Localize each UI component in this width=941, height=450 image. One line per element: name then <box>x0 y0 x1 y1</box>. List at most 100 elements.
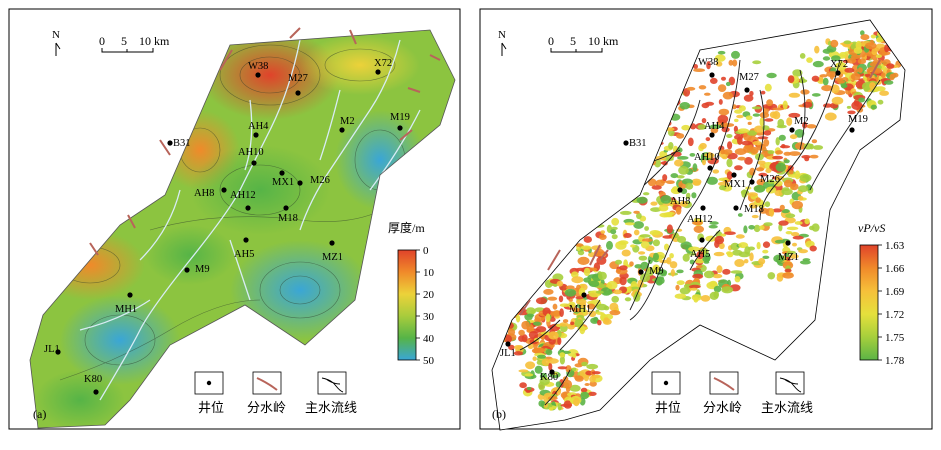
colorbar-ramp <box>397 249 417 361</box>
colorbar-ramp <box>859 244 879 361</box>
well-marker <box>785 240 791 246</box>
north-label: N <box>498 29 506 41</box>
well-label: JL1 <box>44 344 60 355</box>
scale-tick: 5 <box>570 34 576 48</box>
colorbar-tick-label: 1.72 <box>885 309 904 321</box>
well-marker <box>707 165 713 171</box>
well-label: AH5 <box>234 249 254 260</box>
well-label: MZ1 <box>778 252 799 263</box>
boundary-a <box>29 29 456 429</box>
well-label: M19 <box>390 112 410 123</box>
well-marker <box>245 205 251 211</box>
well-label: AH10 <box>238 147 264 158</box>
thickness-patch <box>190 145 330 235</box>
stream-icon <box>779 377 802 393</box>
key-a: 井位 分水岭 主水流线 <box>194 371 357 415</box>
well-label: M2 <box>340 116 355 127</box>
key-stream-label: 主水流线 <box>305 400 357 415</box>
well-label: K80 <box>84 374 102 385</box>
well-marker <box>709 132 715 138</box>
well-label: X72 <box>374 58 392 69</box>
colorbar-tick-label: 20 <box>423 289 435 301</box>
north-label: N <box>52 29 60 41</box>
colorbar-title: 厚度/m <box>388 220 425 235</box>
well-marker <box>184 267 190 273</box>
scale-tick: 5 <box>121 34 127 48</box>
well-label: AH10 <box>694 152 720 163</box>
divide-icon <box>713 377 735 391</box>
well-marker <box>731 172 737 178</box>
colorbar-tick-label: 50 <box>423 355 435 367</box>
colorbar-a: 厚度/m 0 10 20 30 40 50 <box>388 220 435 367</box>
scale-tick: 0 <box>99 34 105 48</box>
well-label: K80 <box>540 372 558 383</box>
well-label: MH1 <box>569 304 591 315</box>
colorbar-tick-label: 1.66 <box>885 263 905 275</box>
well-label: W38 <box>698 57 718 68</box>
well-label: M19 <box>848 114 868 125</box>
well-marker <box>253 132 259 138</box>
wells-b: W38 M27 X72 M19 M2 AH4 B31 AH10 MX1 M26 AH8 AH12 M18… <box>500 57 868 383</box>
well-marker <box>55 349 61 355</box>
well-label: AH4 <box>704 121 725 132</box>
well-label: M27 <box>739 72 759 83</box>
well-marker <box>505 341 511 347</box>
scale-tick: 10 km <box>139 34 170 48</box>
well-marker <box>709 72 715 78</box>
thickness-patch <box>145 225 235 285</box>
key-b: 井位 分水岭 主水流线 <box>651 371 813 415</box>
well-marker <box>167 140 173 146</box>
north-arrow-icon <box>501 42 507 56</box>
well-label: M18 <box>744 204 764 215</box>
divides-a <box>89 27 441 256</box>
panel-b-frame <box>479 8 933 430</box>
well-label: M27 <box>288 73 308 84</box>
thickness-patch <box>35 370 125 428</box>
well-marker <box>699 237 705 243</box>
well-marker <box>849 127 855 133</box>
well-label: AH12 <box>230 190 256 201</box>
colorbar-tick-label: 40 <box>423 333 435 345</box>
well-marker <box>93 389 99 395</box>
thickness-patch <box>60 295 180 385</box>
well-label: M9 <box>195 264 210 275</box>
well-marker <box>221 187 227 193</box>
key-divide-label: 分水岭 <box>703 400 742 415</box>
well-marker <box>397 125 403 131</box>
well-label: MZ1 <box>322 252 343 263</box>
stream-icon <box>321 377 344 393</box>
key-stream-label: 主水流线 <box>761 400 813 415</box>
well-label: AH5 <box>690 249 710 260</box>
well-marker <box>297 180 303 186</box>
well-label: B31 <box>173 138 191 149</box>
well-marker <box>677 187 683 193</box>
well-label: AH8 <box>670 196 690 207</box>
well-marker <box>375 69 381 75</box>
well-marker-icon <box>206 380 212 386</box>
well-label: M9 <box>649 266 664 277</box>
north-arrow-a: N <box>52 29 61 56</box>
well-marker <box>127 292 133 298</box>
well-marker <box>283 205 289 211</box>
well-label: M2 <box>794 116 809 127</box>
streams-a <box>79 39 421 401</box>
well-marker <box>789 127 795 133</box>
well-label: MH1 <box>115 304 137 315</box>
wells-a: W38 M27 X72 M19 M2 AH4 B31 AH10 MX1 M26 AH8 AH12 M18… <box>44 58 410 395</box>
divide-icon <box>256 377 278 391</box>
colorbar-title: vP/vS <box>858 221 885 235</box>
well-label: X72 <box>830 59 848 70</box>
well-label: AH4 <box>248 121 269 132</box>
well-label: B31 <box>629 138 647 149</box>
well-marker <box>255 72 261 78</box>
panel-label-b: (b) <box>492 407 506 421</box>
well-label: W38 <box>248 61 268 72</box>
scale-bar-a: 0 5 10 km <box>99 34 170 53</box>
colorbar-tick-label: 30 <box>423 311 435 323</box>
scale-tick: 0 <box>548 34 554 48</box>
thickness-patch <box>300 35 420 95</box>
well-marker <box>329 240 335 246</box>
thickness-patch <box>35 230 145 300</box>
key-well-label: 井位 <box>655 400 681 415</box>
